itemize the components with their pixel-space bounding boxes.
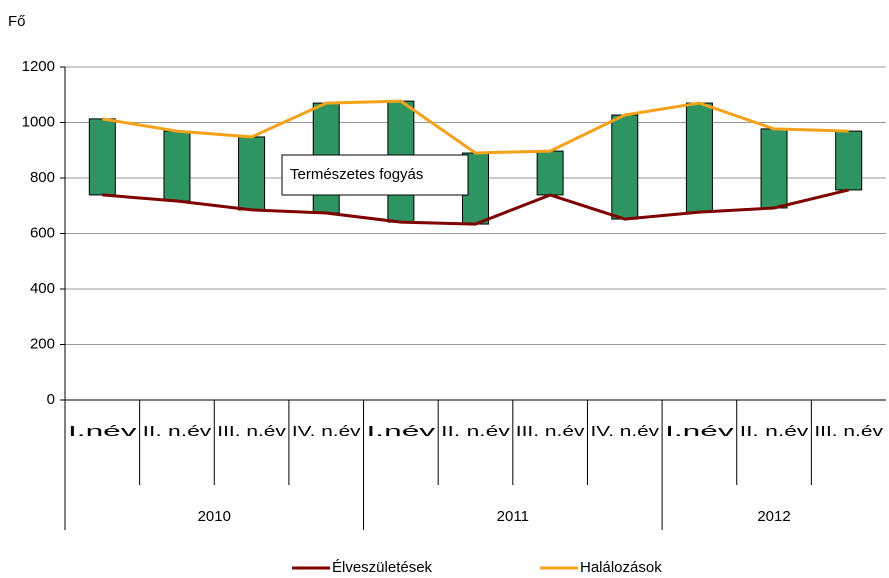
x-group-label: 2010 bbox=[198, 508, 231, 525]
updown-bar bbox=[835, 130, 863, 191]
legend-label: Élveszületések bbox=[332, 559, 433, 576]
x-tick-label: I.név bbox=[68, 423, 138, 440]
x-tick-label: III. n.év bbox=[217, 423, 286, 440]
x-tick-label: IV. n.év bbox=[292, 423, 361, 440]
x-tick-label: I.név bbox=[665, 423, 735, 440]
y-tick-label: 800 bbox=[30, 169, 55, 186]
legend-label: Halálozások bbox=[580, 559, 662, 576]
x-group-label: 2012 bbox=[757, 508, 790, 525]
x-tick-label: II. n.év bbox=[740, 423, 809, 440]
updown-bar bbox=[685, 102, 713, 213]
annotation-box bbox=[281, 154, 469, 196]
y-tick-label: 200 bbox=[30, 335, 55, 352]
annotation: Természetes fogyás bbox=[290, 166, 423, 183]
y-tick-label: 0 bbox=[47, 391, 55, 408]
y-tick-label: 400 bbox=[30, 280, 55, 297]
y-tick-label: 600 bbox=[30, 224, 55, 241]
updown-bar bbox=[760, 128, 788, 209]
x-tick-label: IV. n.év bbox=[590, 423, 659, 440]
x-tick-label: III. n.év bbox=[516, 423, 585, 440]
updown-bar bbox=[88, 118, 116, 196]
updown-bar bbox=[536, 150, 564, 196]
y-axis-label: Fő bbox=[8, 13, 26, 30]
y-tick-label: 1200 bbox=[22, 58, 55, 75]
x-tick-label: II. n.év bbox=[143, 423, 212, 440]
x-tick-label: I.név bbox=[367, 423, 437, 440]
updown-bar bbox=[163, 130, 191, 202]
series-line bbox=[102, 188, 850, 226]
x-tick-label: II. n.év bbox=[441, 423, 510, 440]
series-line bbox=[102, 99, 849, 155]
updown-bar bbox=[238, 136, 266, 211]
x-group-label: 2011 bbox=[497, 508, 529, 525]
updown-bar bbox=[611, 114, 639, 220]
y-tick-label: 1000 bbox=[22, 113, 55, 130]
x-tick-label: III. n.év bbox=[814, 423, 883, 440]
